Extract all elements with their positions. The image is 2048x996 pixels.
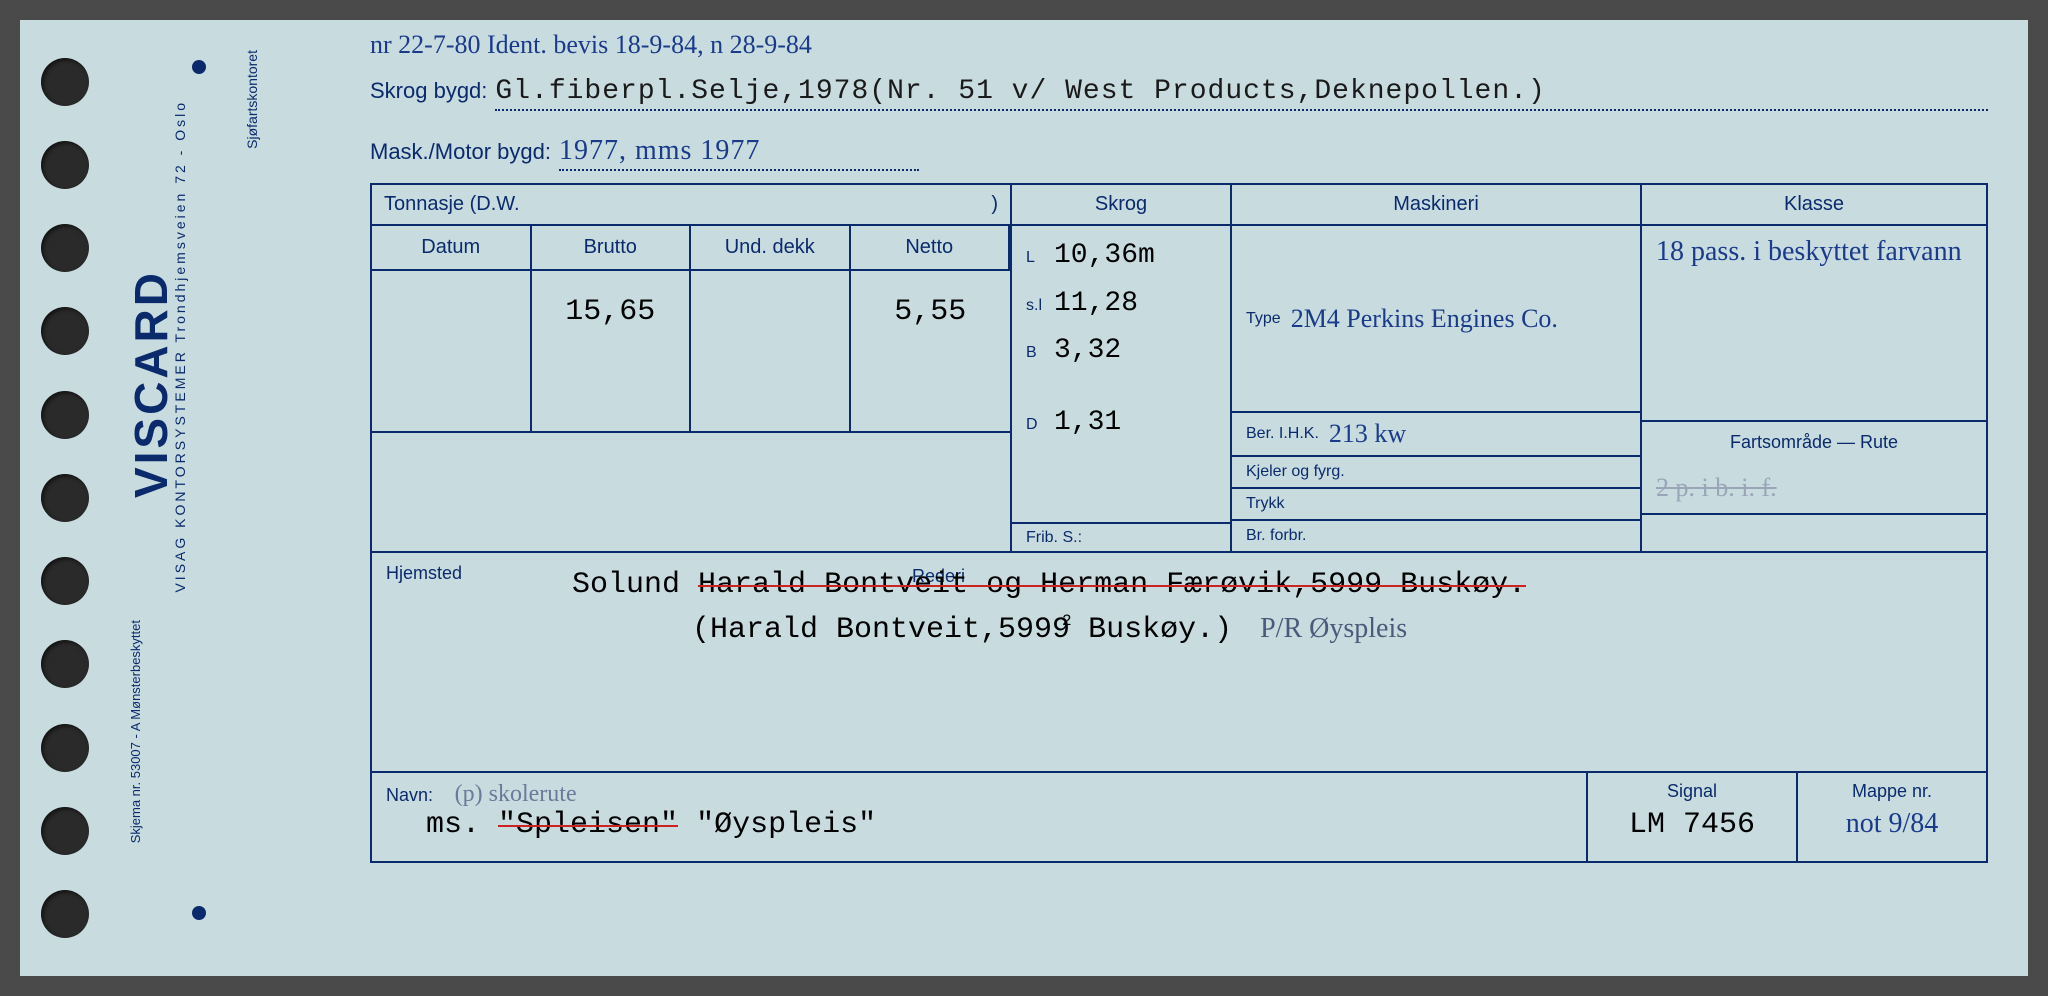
rederi-pr: P/R Øyspleis xyxy=(1260,613,1407,644)
mask-bygd-row: Mask./Motor bygd: 1977, mms 1977 xyxy=(370,135,1988,171)
navn-label: Navn: xyxy=(386,785,433,805)
rederi-current: (Harald Bontveit,5999 Buskøy.) xyxy=(692,613,1232,647)
klasse-header: Klasse xyxy=(1642,185,1986,226)
hjemsted-value: Solund xyxy=(572,568,680,602)
ihk-label: Ber. I.H.K. xyxy=(1246,425,1319,443)
mappe-value: not 9/84 xyxy=(1812,808,1972,840)
bullet-bottom xyxy=(192,906,206,920)
unddekk-header: Und. dekk xyxy=(691,226,851,271)
rederi-struck: Harald Bontveit og Herman Færøvik,5999 B… xyxy=(698,568,1526,602)
viscard-logo: VISCARD xyxy=(124,270,178,498)
netto-value: 5,55 xyxy=(851,271,1011,431)
type-label: Type xyxy=(1246,310,1281,328)
tonnasje-close: ) xyxy=(991,193,998,216)
unddekk-value xyxy=(691,271,851,431)
hjemsted-rederi-row: Hjemsted Rederi Solund Harald Bontveit o… xyxy=(370,553,1988,773)
fartsomrade-value: 2 p. i b. i. f. xyxy=(1642,463,1986,513)
spec-table: Tonnasje (D.W. ) Datum Brutto Und. dekk … xyxy=(370,183,1988,553)
navn-prefix: ms. xyxy=(426,808,480,842)
datum-value xyxy=(372,271,532,431)
agency-label: Sjøfartskontoret xyxy=(244,50,260,149)
brutto-value: 15,65 xyxy=(532,271,692,431)
datum-header: Datum xyxy=(372,226,532,271)
mappe-label: Mappe nr. xyxy=(1812,781,1972,802)
bullet-top xyxy=(192,60,206,74)
viscard-subtitle: VISAG KONTORSYSTEMER Trondhjemsveien 72 … xyxy=(172,100,188,593)
navn-struck: "Spleisen" xyxy=(498,808,678,842)
navn-handwritten: (p) skolerute xyxy=(455,781,577,807)
trykk-label: Trykk xyxy=(1246,495,1285,513)
netto-header: Netto xyxy=(851,226,1011,271)
ihk-value: 213 kw xyxy=(1329,419,1406,449)
brforbr-label: Br. forbr. xyxy=(1246,527,1306,545)
skrog-bygd-label: Skrog bygd: xyxy=(370,78,487,104)
signal-label: Signal xyxy=(1602,781,1782,802)
tonnasje-label: Tonnasje (D.W. xyxy=(384,193,520,216)
mask-bygd-label: Mask./Motor bygd: xyxy=(370,139,551,165)
brutto-header: Brutto xyxy=(532,226,692,271)
navn-current: "Øyspleis" xyxy=(696,808,876,842)
form-number: Skjema nr. 53007 - A Mønsterbeskyttet xyxy=(128,620,143,843)
skrog-dimensions: L10,36m s.l11,28 B3,32 D1,31 xyxy=(1012,226,1230,522)
signal-value: LM 7456 xyxy=(1602,808,1782,842)
rederi-subnum: 2 xyxy=(1062,609,1072,633)
kjeler-label: Kjeler og fyrg. xyxy=(1246,463,1345,481)
frib-label: Frib. S.: xyxy=(1012,522,1230,551)
fartsomrade-label: Fartsområde — Rute xyxy=(1642,420,1986,463)
top-handwritten-note: nr 22-7-80 Ident. bevis 18-9-84, n 28-9-… xyxy=(370,30,812,60)
skrog-header: Skrog xyxy=(1012,185,1230,226)
hjemsted-label: Hjemsted xyxy=(386,563,538,584)
bottom-row: Navn: (p) skolerute ms. "Spleisen" "Øysp… xyxy=(370,773,1988,863)
skrog-bygd-value: Gl.fiberpl.Selje,1978(Nr. 51 v/ West Pro… xyxy=(495,76,1988,111)
punch-holes xyxy=(20,20,110,976)
mask-bygd-value: 1977, mms 1977 xyxy=(559,135,919,171)
maskineri-header: Maskineri xyxy=(1232,185,1640,226)
index-card: VISCARD VISAG KONTORSYSTEMER Trondhjemsv… xyxy=(20,20,2028,976)
klasse-value: 18 pass. i beskyttet farvann xyxy=(1642,226,1986,420)
skrog-bygd-row: Skrog bygd: Gl.fiberpl.Selje,1978(Nr. 51… xyxy=(370,76,1988,111)
type-value: 2M4 Perkins Engines Co. xyxy=(1291,304,1558,334)
